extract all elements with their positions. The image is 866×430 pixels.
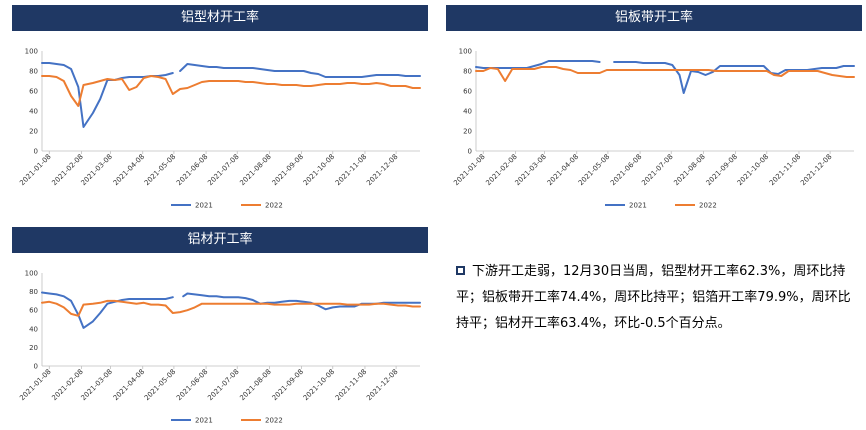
x-tick-label: 2021-11-08 bbox=[768, 153, 802, 187]
y-tick-label: 0 bbox=[34, 148, 38, 156]
series-line-2022 bbox=[475, 66, 855, 82]
legend-label: 2021 bbox=[629, 202, 647, 210]
x-tick-label: 2021-01-08 bbox=[452, 153, 486, 187]
y-tick-label: 0 bbox=[34, 363, 38, 371]
y-tick-label: 60 bbox=[463, 88, 472, 96]
y-tick-label: 40 bbox=[29, 108, 38, 116]
x-tick-label: 2021-12-08 bbox=[365, 153, 399, 187]
y-tick-label: 100 bbox=[25, 48, 38, 56]
x-tick-label: 2021-11-08 bbox=[334, 368, 368, 402]
commentary-text: 下游开工走弱，12月30日当周，铝型材开工率62.3%，周环比持平；铝板带开工率… bbox=[456, 264, 851, 331]
y-tick-label: 100 bbox=[459, 48, 472, 56]
x-tick-label: 2021-08-08 bbox=[238, 368, 272, 402]
x-tick-label: 2021-06-08 bbox=[175, 153, 209, 187]
x-tick-label: 2021-04-08 bbox=[112, 368, 146, 402]
x-tick-label: 2021-07-08 bbox=[206, 368, 240, 402]
line-chart: 0204060801002021-01-082021-02-082021-03-… bbox=[452, 48, 855, 210]
y-tick-label: 100 bbox=[25, 270, 38, 278]
x-tick-label: 2021-07-08 bbox=[640, 153, 674, 187]
y-tick-label: 60 bbox=[29, 307, 38, 315]
square-bullet-icon bbox=[456, 266, 465, 275]
x-tick-label: 2021-10-08 bbox=[736, 153, 770, 187]
x-tick-label: 2021-10-08 bbox=[302, 368, 336, 402]
chart-panel-profile: 铝型材开工率 0 20 40 60 80 100 2021-01-08 2021-02-08 2… bbox=[12, 5, 428, 215]
legend-label: 2021 bbox=[195, 417, 213, 425]
x-tick-label: 2021-04-08 bbox=[112, 153, 146, 187]
legend-label: 2022 bbox=[265, 202, 283, 210]
series-line-2021 bbox=[179, 63, 421, 78]
y-tick-label: 40 bbox=[463, 108, 472, 116]
x-tick-label: 2021-05-08 bbox=[143, 153, 177, 187]
y-tick-label: 40 bbox=[29, 325, 38, 333]
line-chart: 0204060801002021-01-082021-02-082021-03-… bbox=[18, 270, 421, 425]
series-line-2021 bbox=[182, 292, 421, 311]
x-tick-label: 2021-07-08 bbox=[206, 153, 240, 187]
x-tick-label: 2021-03-08 bbox=[80, 153, 114, 187]
x-tick-label: 2021-09-08 bbox=[271, 368, 305, 402]
chart-title: 铝材开工率 bbox=[12, 227, 428, 253]
y-tick-label: 20 bbox=[463, 128, 472, 136]
y-tick-label: 60 bbox=[29, 88, 38, 96]
series-line-2021 bbox=[613, 61, 855, 94]
x-tick-label: 2021-10-08 bbox=[302, 153, 336, 187]
x-tick-label: 2021-12-08 bbox=[799, 153, 833, 187]
x-tick-label: 2021-04-08 bbox=[546, 153, 580, 187]
y-tick-label: 80 bbox=[29, 68, 38, 76]
chart-title: 铝板带开工率 bbox=[446, 5, 862, 31]
x-tick-label: 2021-01-08 bbox=[18, 368, 52, 402]
chart-title: 铝型材开工率 bbox=[12, 5, 428, 31]
x-tick-label: 2021-05-08 bbox=[143, 368, 177, 402]
chart-panel-sheet: 铝板带开工率 0 20 40 60 80 100 2021-01-08 2021-02-08 2… bbox=[446, 5, 862, 215]
x-tick-label: 2021-01-08 bbox=[18, 153, 52, 187]
series-line-2021 bbox=[475, 60, 601, 69]
x-tick-label: 2021-12-08 bbox=[365, 368, 399, 402]
legend-label: 2021 bbox=[195, 202, 213, 210]
series-line-2021 bbox=[41, 62, 174, 128]
y-tick-label: 0 bbox=[468, 148, 472, 156]
y-tick-label: 20 bbox=[29, 128, 38, 136]
x-tick-label: 2021-05-08 bbox=[577, 153, 611, 187]
legend-label: 2022 bbox=[699, 202, 717, 210]
y-tick-label: 20 bbox=[29, 344, 38, 352]
x-tick-label: 2021-11-08 bbox=[334, 153, 368, 187]
series-line-2022 bbox=[41, 299, 421, 317]
line-chart: 0204060801002021-01-082021-02-082021-03-… bbox=[18, 48, 421, 210]
x-tick-label: 2021-08-08 bbox=[238, 153, 272, 187]
x-tick-label: 2021-06-08 bbox=[175, 368, 209, 402]
x-tick-label: 2021-06-08 bbox=[609, 153, 643, 187]
y-tick-label: 80 bbox=[29, 288, 38, 296]
y-tick-label: 80 bbox=[463, 68, 472, 76]
x-tick-label: 2021-09-08 bbox=[271, 153, 305, 187]
legend-label: 2022 bbox=[265, 417, 283, 425]
x-tick-label: 2021-03-08 bbox=[80, 368, 114, 402]
commentary: 下游开工走弱，12月30日当周，铝型材开工率62.3%，周环比持平；铝板带开工率… bbox=[456, 259, 861, 337]
series-line-2022 bbox=[41, 75, 421, 107]
x-tick-label: 2021-03-08 bbox=[514, 153, 548, 187]
x-tick-label: 2021-09-08 bbox=[705, 153, 739, 187]
x-tick-label: 2021-08-08 bbox=[672, 153, 706, 187]
chart-panel-total: 铝材开工率 0 20 40 60 80 100 2021-01-08 2021-02-08 20… bbox=[12, 227, 428, 430]
series-line-2021 bbox=[41, 291, 174, 329]
